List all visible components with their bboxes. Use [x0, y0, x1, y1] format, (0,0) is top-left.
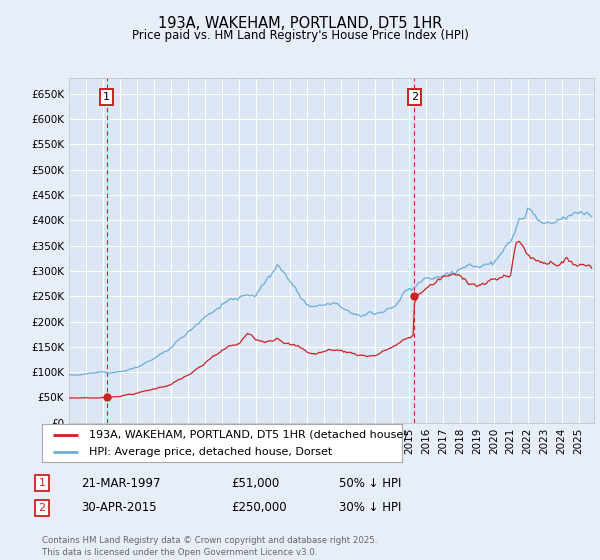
- Text: 1: 1: [38, 478, 46, 488]
- Text: £51,000: £51,000: [231, 477, 279, 490]
- Text: 50% ↓ HPI: 50% ↓ HPI: [339, 477, 401, 490]
- Text: 2: 2: [411, 92, 418, 102]
- Text: 193A, WAKEHAM, PORTLAND, DT5 1HR (detached house): 193A, WAKEHAM, PORTLAND, DT5 1HR (detach…: [89, 430, 407, 440]
- Text: 2: 2: [38, 503, 46, 513]
- Text: HPI: Average price, detached house, Dorset: HPI: Average price, detached house, Dors…: [89, 447, 332, 458]
- Text: 21-MAR-1997: 21-MAR-1997: [81, 477, 161, 490]
- Text: Price paid vs. HM Land Registry's House Price Index (HPI): Price paid vs. HM Land Registry's House …: [131, 29, 469, 42]
- Text: 30% ↓ HPI: 30% ↓ HPI: [339, 501, 401, 515]
- Text: £250,000: £250,000: [231, 501, 287, 515]
- Text: Contains HM Land Registry data © Crown copyright and database right 2025.
This d: Contains HM Land Registry data © Crown c…: [42, 536, 377, 557]
- Text: 193A, WAKEHAM, PORTLAND, DT5 1HR: 193A, WAKEHAM, PORTLAND, DT5 1HR: [158, 16, 442, 31]
- Text: 1: 1: [103, 92, 110, 102]
- Text: 30-APR-2015: 30-APR-2015: [81, 501, 157, 515]
